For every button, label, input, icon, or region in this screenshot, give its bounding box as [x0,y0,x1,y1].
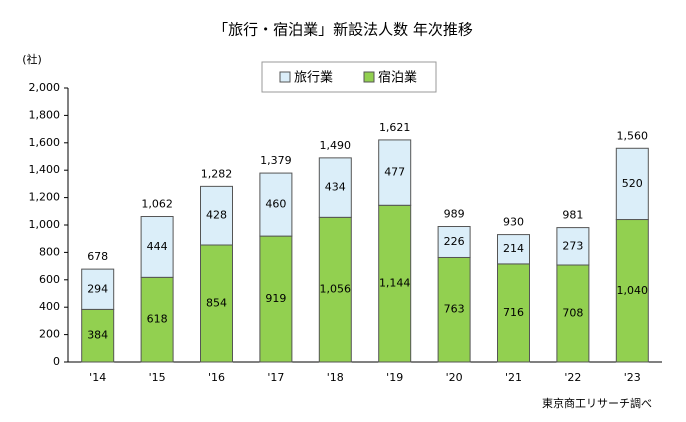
value-label: 477 [384,166,405,179]
source: 東京商工リサーチ調べ [542,396,652,410]
x-tick-label: '23 [624,371,641,384]
value-label: 444 [147,240,168,253]
y-tick-label: 400 [39,300,60,313]
y-tick-label: 1,600 [29,136,61,149]
total-label: 981 [562,209,583,222]
value-label: 434 [325,181,346,194]
legend-box [261,61,437,93]
y-tick-label: 800 [39,245,60,258]
x-tick-label: '16 [208,371,225,384]
y-axis-label: (社) [22,52,42,66]
value-label: 214 [503,242,524,255]
total-label: 1,621 [379,121,411,134]
bar-segment [200,244,233,363]
value-label: 226 [444,235,465,248]
x-tick-label: '15 [149,371,166,384]
bar-segment [81,268,115,310]
total-label: 1,560 [617,129,649,142]
value-label: 460 [265,198,286,211]
y-tick-label: 200 [39,328,60,341]
bar-segment [556,264,590,363]
bar-segment [378,139,412,206]
value-label: 919 [265,292,286,305]
y-tick-label: 1,200 [29,191,61,204]
value-label: 854 [206,297,227,310]
x-tick-label: '14 [89,371,106,384]
value-label: 618 [147,313,168,326]
x-tick-label: '18 [327,371,344,384]
value-label: 763 [444,303,465,316]
bar-segment [318,157,352,218]
total-label: 1,490 [320,139,352,152]
y-tick-label: 1,000 [29,218,61,231]
bar-segment [259,235,293,363]
value-label: 1,144 [379,277,411,290]
value-label: 708 [562,307,583,320]
legend-label: 旅行業 [294,70,333,86]
bar-segment [497,234,530,265]
bar-segment [318,216,352,363]
x-tick-label: '20 [446,371,463,384]
bar-segment [615,147,649,221]
total-label: 678 [87,250,108,263]
legend-swatch [279,71,291,83]
bar-segment [497,263,530,363]
chart-title: 「旅行・宿泊業」新設法人数 年次推移 [213,21,473,39]
value-label: 273 [562,239,583,252]
y-tick-label: 600 [39,273,60,286]
y-tick-label: 2,000 [29,81,61,94]
value-label: 384 [87,329,108,342]
total-label: 1,062 [141,198,173,211]
bar-segment [140,216,174,278]
bar-segment [200,185,233,246]
x-tick-label: '17 [267,371,284,384]
bar-segment [259,172,293,237]
bar-segment [437,256,471,363]
bar-segment [140,276,174,363]
total-label: 930 [503,216,524,229]
bar-segment [556,227,590,266]
x-tick-label: '19 [386,371,403,384]
bar-segment [81,308,115,363]
value-label: 716 [503,306,524,319]
bar-segment [615,219,649,363]
value-label: 428 [206,209,227,222]
bar-segment [437,226,471,258]
bar-segment [378,204,412,363]
value-label: 294 [87,282,108,295]
value-label: 1,056 [320,283,352,296]
x-tick-label: '21 [505,371,522,384]
total-label: 1,379 [260,154,292,167]
total-label: 1,282 [201,167,233,180]
total-label: 989 [444,208,465,221]
value-label: 1,040 [617,284,649,297]
y-tick-label: 1,800 [29,108,61,121]
value-label: 520 [622,177,643,190]
x-tick-label: '22 [564,371,581,384]
y-tick-label: 1,400 [29,163,61,176]
legend-swatch [363,71,375,83]
y-tick-label: 0 [53,355,60,368]
legend-label: 宿泊業 [378,70,417,86]
